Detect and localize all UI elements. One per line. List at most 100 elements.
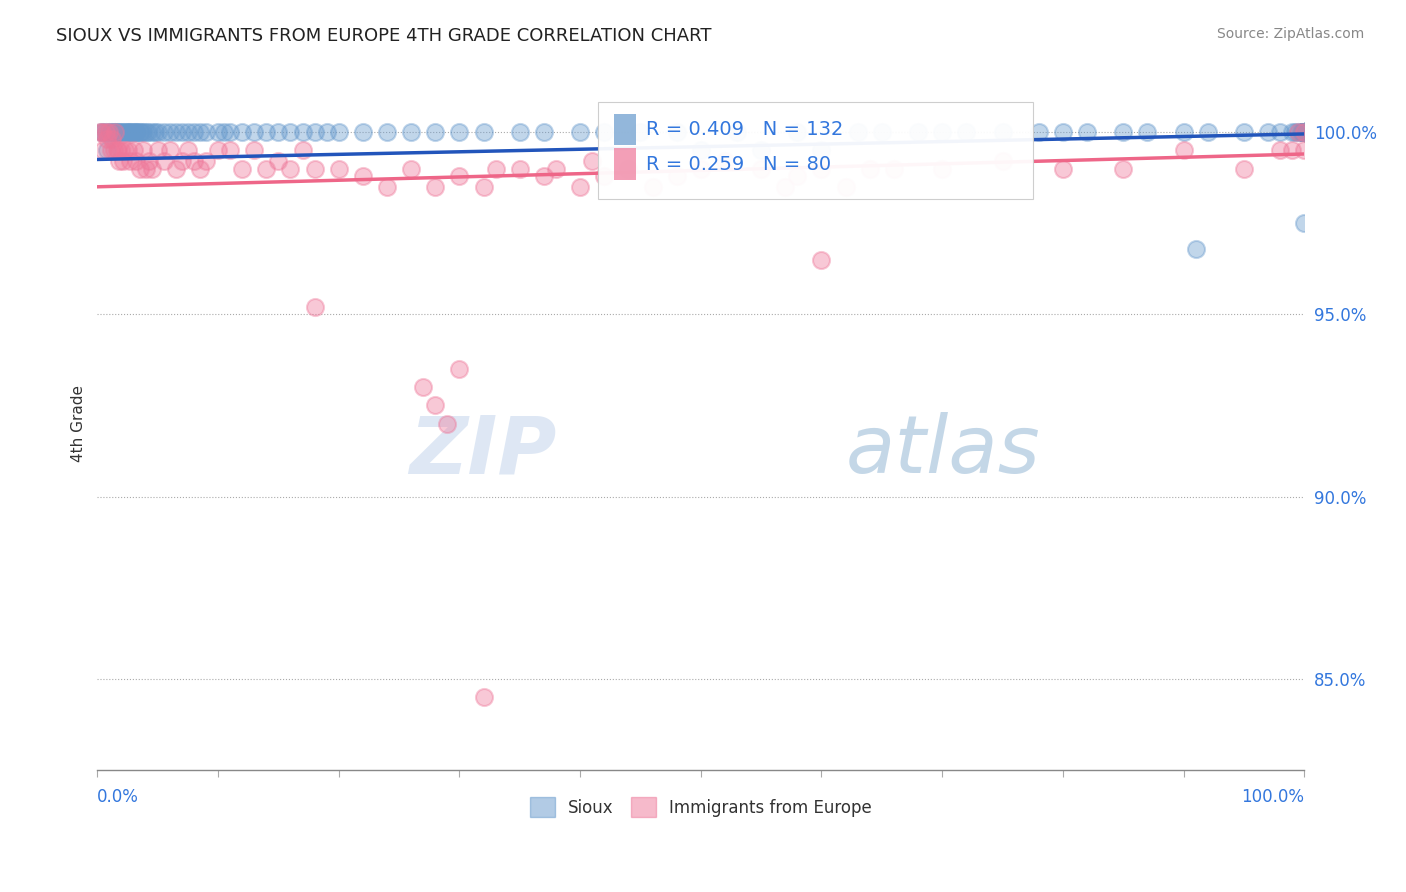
Point bbox=[219, 144, 242, 158]
Point bbox=[128, 125, 150, 139]
Point bbox=[212, 125, 235, 139]
Point bbox=[425, 179, 447, 194]
Point bbox=[786, 169, 808, 183]
Point bbox=[1294, 125, 1316, 139]
Point bbox=[188, 161, 211, 176]
Point bbox=[108, 125, 131, 139]
Point bbox=[104, 125, 127, 139]
Point bbox=[1268, 144, 1291, 158]
Point bbox=[593, 169, 616, 183]
Point bbox=[93, 125, 115, 139]
Point bbox=[1291, 125, 1313, 139]
Point bbox=[425, 399, 447, 413]
Point bbox=[89, 125, 111, 139]
Point bbox=[1294, 125, 1316, 139]
Text: Source: ZipAtlas.com: Source: ZipAtlas.com bbox=[1216, 27, 1364, 41]
Point bbox=[412, 380, 434, 394]
Point bbox=[207, 144, 229, 158]
Point bbox=[775, 179, 797, 194]
Text: ZIP: ZIP bbox=[409, 412, 555, 491]
Point bbox=[1294, 125, 1316, 139]
Point bbox=[931, 125, 953, 139]
Point bbox=[267, 154, 290, 169]
Point bbox=[100, 144, 122, 158]
Point bbox=[449, 362, 471, 376]
Point bbox=[1294, 125, 1316, 139]
Point bbox=[1294, 125, 1316, 139]
Point bbox=[533, 125, 555, 139]
Point bbox=[1294, 144, 1316, 158]
Point bbox=[1286, 125, 1309, 139]
Point bbox=[1294, 125, 1316, 139]
Point bbox=[165, 125, 187, 139]
Point bbox=[128, 161, 150, 176]
Point bbox=[485, 161, 508, 176]
Point bbox=[665, 125, 688, 139]
Point bbox=[509, 161, 531, 176]
Point bbox=[110, 144, 132, 158]
Point bbox=[1294, 125, 1316, 139]
Point bbox=[1294, 125, 1316, 139]
Point bbox=[399, 161, 422, 176]
Point bbox=[112, 125, 135, 139]
Point bbox=[1294, 125, 1316, 139]
Point bbox=[1076, 125, 1098, 139]
Point bbox=[117, 144, 139, 158]
Point bbox=[1294, 125, 1316, 139]
Point bbox=[96, 144, 118, 158]
Point bbox=[1292, 125, 1315, 139]
Point bbox=[1294, 125, 1316, 139]
Point bbox=[1294, 125, 1316, 139]
Point bbox=[1294, 125, 1316, 139]
Point bbox=[143, 125, 166, 139]
Point bbox=[91, 125, 114, 139]
Point bbox=[194, 125, 217, 139]
Point bbox=[449, 125, 471, 139]
Text: 100.0%: 100.0% bbox=[1241, 789, 1305, 806]
Point bbox=[1052, 125, 1074, 139]
Point bbox=[375, 125, 398, 139]
Point bbox=[117, 125, 139, 139]
Point bbox=[665, 169, 688, 183]
Point bbox=[93, 144, 115, 158]
Point bbox=[593, 125, 616, 139]
Point bbox=[1294, 125, 1316, 139]
Point bbox=[111, 154, 134, 169]
Point bbox=[129, 125, 152, 139]
Point bbox=[1294, 125, 1316, 139]
Point bbox=[1257, 125, 1279, 139]
Point bbox=[1294, 125, 1316, 139]
Point bbox=[146, 144, 169, 158]
Point bbox=[1294, 125, 1316, 139]
Point bbox=[810, 252, 832, 267]
Point bbox=[207, 125, 229, 139]
Point bbox=[1281, 125, 1303, 139]
Point bbox=[124, 125, 146, 139]
Point bbox=[96, 132, 118, 146]
Point bbox=[1281, 144, 1303, 158]
Point bbox=[90, 125, 112, 139]
Point bbox=[472, 179, 495, 194]
Point bbox=[103, 125, 125, 139]
Point bbox=[304, 161, 326, 176]
Point bbox=[1294, 125, 1316, 139]
Point bbox=[170, 154, 193, 169]
Bar bbox=[614, 148, 636, 179]
Point bbox=[127, 125, 149, 139]
Point bbox=[267, 125, 290, 139]
Point bbox=[1184, 242, 1206, 256]
Bar bbox=[614, 114, 636, 145]
Point bbox=[328, 125, 350, 139]
Point bbox=[135, 125, 157, 139]
Point bbox=[122, 125, 145, 139]
Point bbox=[1136, 125, 1159, 139]
Point bbox=[375, 179, 398, 194]
Point bbox=[152, 125, 174, 139]
Point bbox=[291, 125, 314, 139]
Text: SIOUX VS IMMIGRANTS FROM EUROPE 4TH GRADE CORRELATION CHART: SIOUX VS IMMIGRANTS FROM EUROPE 4TH GRAD… bbox=[56, 27, 711, 45]
Point bbox=[125, 154, 148, 169]
Point bbox=[101, 132, 124, 146]
Point bbox=[1294, 125, 1316, 139]
Point bbox=[108, 154, 131, 169]
Point bbox=[1052, 161, 1074, 176]
